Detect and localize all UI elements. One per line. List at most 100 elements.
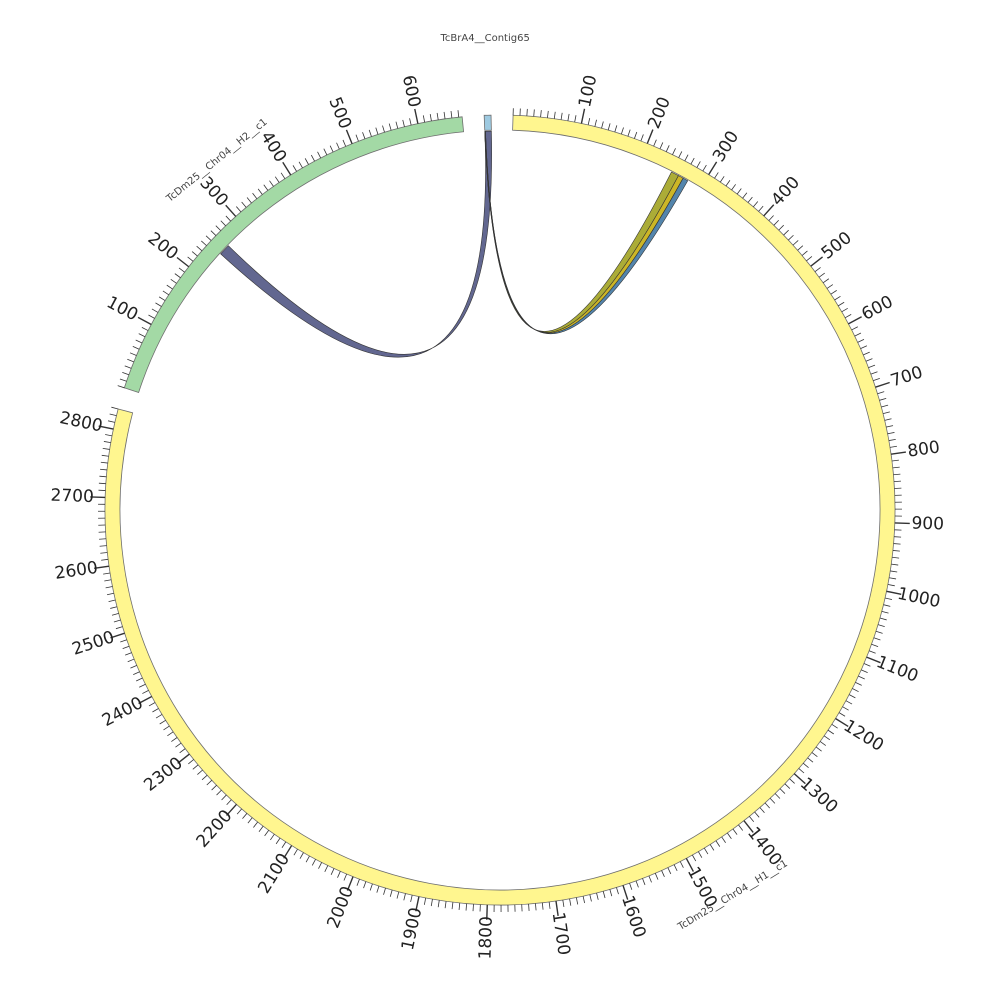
minor-tick [211, 784, 217, 791]
minor-tick [263, 184, 269, 191]
minor-tick [860, 345, 868, 349]
minor-tick [225, 215, 231, 222]
minor-tick [891, 459, 899, 462]
minor-tick [596, 892, 599, 900]
minor-tick [533, 109, 535, 117]
minor-tick [110, 606, 118, 609]
minor-tick [450, 110, 453, 118]
minor-tick [642, 878, 646, 886]
chromosome-name-contig65: TcBrA4__Contig65 [440, 33, 530, 44]
minor-tick [201, 240, 207, 246]
minor-tick [107, 420, 115, 423]
tick-label: 1200 [840, 716, 887, 756]
minor-tick [275, 837, 281, 845]
minor-tick [819, 741, 827, 746]
tick-label: 2000 [323, 883, 358, 931]
minor-tick [368, 129, 372, 137]
minor-tick [620, 127, 624, 135]
minor-tick [155, 302, 162, 307]
minor-tick [653, 139, 657, 147]
minor-tick [889, 577, 897, 580]
minor-tick [444, 901, 447, 909]
minor-tick [614, 125, 618, 133]
minor-tick [863, 351, 870, 356]
tick-label: 1700 [548, 911, 574, 957]
minor-tick [883, 604, 891, 607]
major-tick [138, 695, 153, 705]
minor-tick [437, 900, 440, 908]
minor-tick [877, 391, 885, 395]
minor-tick [236, 206, 242, 213]
tick-label: 2600 [54, 558, 100, 584]
minor-tick [124, 652, 132, 656]
minor-tick [881, 610, 889, 614]
minor-tick [861, 669, 868, 674]
minor-tick [196, 245, 203, 252]
minor-tick [742, 192, 748, 199]
minor-tick [889, 445, 897, 448]
minor-tick [893, 543, 901, 545]
minor-tick [369, 883, 373, 891]
minor-tick [784, 783, 791, 789]
major-tick [743, 820, 754, 833]
minor-tick [318, 862, 323, 869]
minor-tick [855, 681, 862, 686]
minor-tick [797, 245, 804, 251]
minor-tick [827, 729, 835, 735]
minor-tick [246, 197, 252, 204]
minor-tick [768, 215, 774, 221]
minor-tick [884, 418, 892, 421]
minor-tick [759, 807, 765, 814]
minor-tick [736, 188, 742, 195]
minor-tick [457, 110, 460, 118]
minor-tick [731, 184, 736, 191]
minor-tick [403, 893, 406, 901]
minor-tick [865, 358, 873, 362]
minor-tick [698, 851, 703, 858]
minor-tick [798, 768, 805, 774]
minor-tick [789, 778, 795, 784]
minor-tick [873, 637, 881, 641]
minor-tick [774, 793, 781, 799]
minor-tick [355, 134, 359, 142]
tick-label: 600 [858, 292, 896, 325]
minor-tick [747, 196, 753, 203]
major-tick [283, 845, 293, 859]
minor-tick [540, 110, 542, 118]
minor-tick [749, 816, 755, 823]
tick-label: 400 [767, 173, 804, 211]
minor-tick [363, 881, 367, 889]
minor-tick [634, 131, 638, 139]
major-tick [708, 161, 718, 175]
minor-tick [875, 630, 883, 634]
tick-label: 500 [818, 228, 856, 264]
minor-tick [553, 111, 556, 119]
minor-tick [823, 735, 831, 741]
minor-tick [252, 192, 258, 199]
minor-tick [873, 377, 880, 381]
minor-tick [410, 895, 413, 903]
minor-tick [589, 894, 592, 902]
tick-label: 2200 [193, 806, 237, 852]
minor-tick [892, 556, 900, 559]
minor-tick [811, 752, 818, 758]
minor-tick [665, 145, 670, 152]
minor-tick [845, 700, 853, 705]
minor-tick [281, 841, 287, 848]
minor-tick [654, 873, 659, 880]
major-tick [890, 451, 906, 455]
minor-tick [179, 748, 186, 754]
major-tick [346, 876, 354, 891]
tick-label: 1600 [617, 893, 649, 940]
minor-tick [148, 314, 155, 319]
minor-tick [163, 725, 170, 731]
minor-tick [837, 301, 845, 307]
minor-tick [721, 836, 726, 843]
minor-tick [594, 119, 597, 127]
minor-tick [679, 861, 684, 868]
minor-tick [458, 902, 461, 910]
tick-label: 100 [103, 293, 141, 326]
minor-tick [831, 724, 838, 729]
minor-tick [684, 154, 689, 162]
minor-tick [893, 473, 901, 476]
